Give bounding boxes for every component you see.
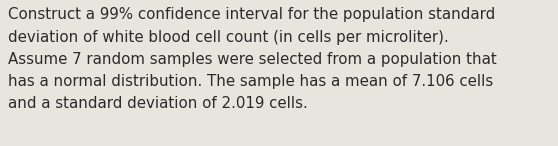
Text: Construct a 99% confidence interval for the population standard
deviation of whi: Construct a 99% confidence interval for … xyxy=(8,7,497,111)
